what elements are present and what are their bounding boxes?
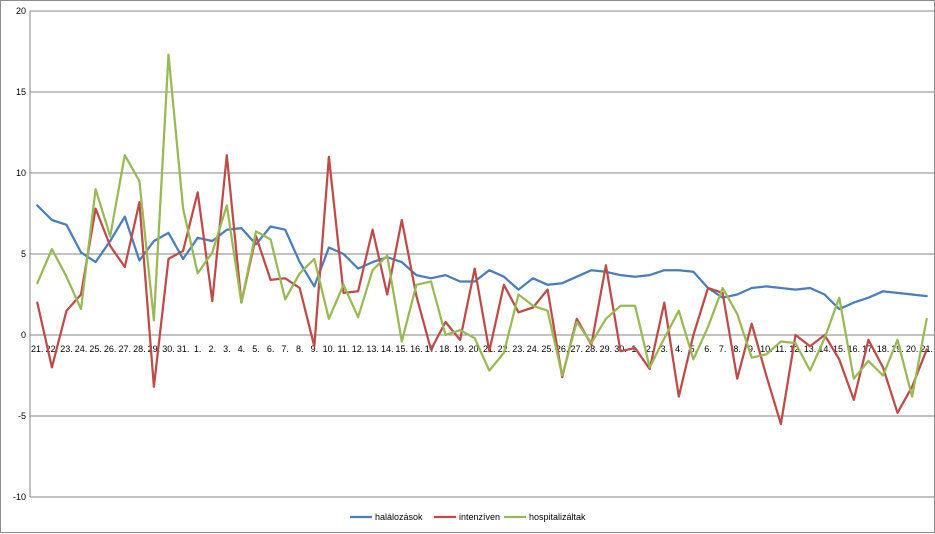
y-tick-label: 15 — [16, 87, 26, 97]
y-tick-label: 5 — [21, 249, 26, 259]
series-line-0 — [36, 204, 928, 311]
x-tick-label: 6. — [267, 344, 275, 354]
legend-label-0: halálozások — [375, 512, 423, 522]
x-tick-label: 24. — [527, 344, 540, 354]
x-tick-label: 16. — [410, 344, 423, 354]
x-tick-label: 24. — [75, 344, 88, 354]
x-tick-label: 22. — [46, 344, 59, 354]
y-tick-label: 10 — [16, 168, 26, 178]
y-tick-label: -10 — [13, 492, 26, 502]
x-tick-label: 27. — [571, 344, 584, 354]
series-line-1 — [36, 154, 928, 426]
x-tick-label: 5. — [690, 344, 698, 354]
x-tick-label: 2. — [646, 344, 654, 354]
x-tick-label: 20. — [468, 344, 481, 354]
legend-label-2: hospitalizáltak — [529, 512, 586, 522]
x-tick-label: 28. — [133, 344, 146, 354]
x-tick-label: 30. — [162, 344, 175, 354]
series-line-2 — [36, 53, 928, 398]
x-tick-label: 9. — [748, 344, 756, 354]
x-tick-label: 4. — [238, 344, 246, 354]
x-tick-label: 19. — [891, 344, 904, 354]
grid-lines — [29, 10, 934, 498]
x-tick-label: 10. — [323, 344, 336, 354]
x-tick-label: 20. — [906, 344, 919, 354]
x-tick-label: 18. — [439, 344, 452, 354]
x-tick-label: 15. — [396, 344, 409, 354]
x-tick-label: 15. — [833, 344, 846, 354]
x-tick-label: 29. — [148, 344, 161, 354]
x-tick-label: 21. — [31, 344, 44, 354]
x-tick-label: 23. — [60, 344, 73, 354]
x-tick-label: 11. — [338, 344, 350, 354]
x-tick-label: 13. — [366, 344, 379, 354]
x-tick-label: 9. — [311, 344, 319, 354]
x-tick-label: 8. — [733, 344, 741, 354]
x-tick-label: 27. — [119, 344, 132, 354]
x-tick-label: 11. — [775, 344, 787, 354]
x-tick-label: 23. — [512, 344, 525, 354]
x-tick-label: 7. — [281, 344, 289, 354]
x-tick-label: 17. — [862, 344, 875, 354]
x-tick-label: 1. — [194, 344, 202, 354]
x-tick-label: 2. — [209, 344, 217, 354]
x-tick-label: 25. — [89, 344, 102, 354]
x-tick-label: 25. — [541, 344, 554, 354]
y-axis-ticks: -10 -5 0 5 10 15 20 — [13, 6, 26, 502]
x-tick-label: 29. — [600, 344, 613, 354]
x-tick-label: 3. — [223, 344, 231, 354]
x-tick-label: 12. — [789, 344, 802, 354]
x-tick-label: 28. — [585, 344, 598, 354]
x-tick-label: 31. — [177, 344, 190, 354]
x-tick-label: 13. — [804, 344, 817, 354]
y-tick-label: 20 — [16, 6, 26, 16]
x-tick-label: 3. — [661, 344, 669, 354]
x-tick-label: 5. — [252, 344, 260, 354]
y-tick-label: -5 — [18, 411, 26, 421]
x-tick-label: 18. — [877, 344, 890, 354]
y-tick-label: 0 — [21, 330, 26, 340]
x-axis-ticks: 21. 22. 23. 24. 25. 26. 27. 28. 29. 30. 31. 1. 2. 3. 4… — [31, 344, 933, 354]
x-tick-label: 26. — [104, 344, 117, 354]
x-tick-label: 19. — [454, 344, 467, 354]
legend-label-1: intenzíven — [459, 512, 500, 522]
x-tick-label: 14. — [818, 344, 831, 354]
x-tick-label: 4. — [675, 344, 683, 354]
legend: halálozások intenzíven hospitalizáltak — [350, 512, 586, 522]
x-tick-label: 8. — [296, 344, 304, 354]
x-tick-label: 7. — [719, 344, 727, 354]
x-tick-label: 10. — [760, 344, 773, 354]
x-tick-label: 14. — [381, 344, 394, 354]
x-tick-label: 16. — [848, 344, 861, 354]
x-tick-label: 12. — [352, 344, 365, 354]
x-tick-label: 6. — [704, 344, 712, 354]
x-tick-label: 26. — [556, 344, 569, 354]
series-lines — [36, 53, 928, 426]
